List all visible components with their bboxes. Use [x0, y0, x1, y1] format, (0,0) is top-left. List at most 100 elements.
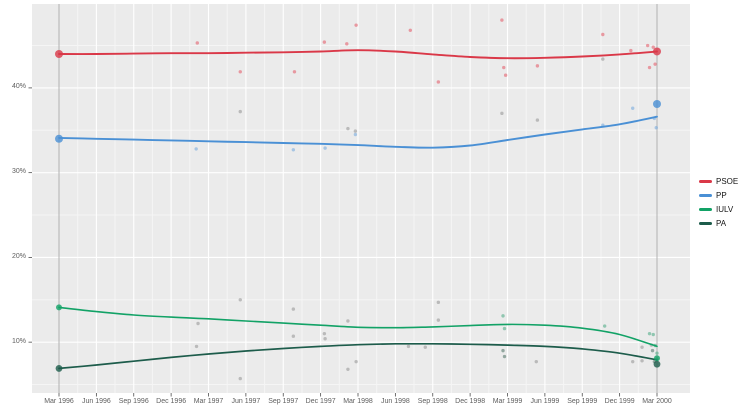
- poll-point-iulv: [502, 326, 507, 331]
- legend-item-pp: PP: [699, 191, 738, 200]
- poll-point-pp: [291, 148, 296, 152]
- poll-point-psoe: [408, 28, 413, 32]
- poll-point-pa: [501, 348, 505, 353]
- poll-point-iulv: [602, 324, 607, 328]
- poll-point-psoe: [651, 45, 655, 49]
- poll-point-iulv: [651, 332, 655, 337]
- poll-point-pa: [650, 348, 655, 353]
- legend-swatch-psoe: [699, 180, 712, 183]
- legend-swatch-pa: [699, 222, 712, 225]
- x-tick-label: Dec 1996: [156, 398, 187, 405]
- legend-swatch-iulv: [699, 208, 712, 211]
- x-tick-label: Mar 1999: [492, 398, 523, 405]
- poll-point-psoe: [645, 43, 650, 48]
- election-result-dot-psoe: [653, 47, 661, 56]
- legend-label-iulv: IULV: [716, 205, 734, 214]
- election-result-dot-psoe: [55, 50, 63, 59]
- poll-point-other: [535, 118, 540, 122]
- poll-point-other: [500, 111, 504, 116]
- poll-point-other: [323, 337, 327, 341]
- poll-point-psoe: [322, 40, 327, 44]
- poll-point-pp: [194, 147, 198, 151]
- poll-point-pa: [502, 354, 507, 359]
- poll-point-other: [640, 359, 644, 363]
- election-result-dot-pp: [55, 134, 63, 143]
- plot-panel: [32, 4, 690, 393]
- legend-item-psoe: PSOE: [699, 177, 738, 186]
- election-result-dot-iulv: [654, 355, 660, 362]
- poll-point-other: [346, 126, 350, 131]
- poll-point-other: [291, 334, 296, 338]
- poll-point-pp: [323, 146, 327, 150]
- poll-point-psoe: [500, 18, 504, 22]
- poll-point-iulv: [655, 351, 659, 355]
- poll-point-other: [436, 300, 441, 305]
- election-day-lines: [58, 4, 658, 393]
- x-tick-label: Dec 1998: [455, 398, 486, 405]
- legend-label-pp: PP: [716, 191, 727, 200]
- poll-point-psoe: [345, 42, 349, 46]
- trend-line-iulv: [58, 306, 658, 348]
- y-tick-label: 30%: [11, 168, 26, 176]
- poll-point-psoe: [647, 65, 652, 70]
- x-tick-label: Sep 1998: [417, 398, 448, 405]
- legend-label-pa: PA: [716, 219, 727, 228]
- election-result-dot-pp: [653, 100, 661, 109]
- legend-item-iulv: IULV: [699, 205, 738, 214]
- poll-point-other: [238, 376, 242, 381]
- poll-point-other: [423, 345, 427, 349]
- poll-point-other: [353, 129, 358, 133]
- poll-point-other: [194, 344, 199, 349]
- trend-line-pa: [58, 342, 658, 370]
- chart-legend: PSOE PP IULV PA: [699, 177, 738, 233]
- trend-line-pp: [58, 115, 658, 149]
- x-tick-label: Jun 1996: [81, 398, 111, 405]
- x-tick-label: Sep 1996: [118, 398, 149, 405]
- poll-point-pp: [654, 126, 658, 130]
- poll-point-other: [322, 331, 327, 336]
- election-result-dot-iulv: [56, 304, 62, 311]
- poll-points: [194, 18, 659, 381]
- legend-item-pa: PA: [699, 219, 738, 228]
- poll-point-psoe: [601, 32, 605, 37]
- poll-point-psoe: [436, 80, 441, 84]
- poll-point-other: [534, 359, 538, 364]
- trend-line-psoe: [58, 49, 658, 60]
- y-tick-label: 20%: [11, 252, 26, 260]
- poll-point-other: [346, 319, 350, 323]
- x-tick-label: Jun 1997: [231, 398, 261, 405]
- x-tick-label: Mar 1997: [193, 398, 224, 405]
- poll-point-other: [406, 344, 411, 349]
- x-tick-label: Sep 1997: [268, 398, 299, 405]
- poll-point-psoe: [629, 48, 633, 53]
- poll-point-psoe: [535, 64, 540, 68]
- x-tick-label: Mar 1998: [343, 398, 373, 405]
- poll-point-other: [238, 298, 242, 302]
- poll-point-other: [601, 57, 605, 61]
- poll-point-other: [346, 367, 350, 371]
- poll-point-other: [196, 321, 200, 326]
- poll-point-other: [631, 359, 635, 364]
- x-tick-label: Jun 1998: [380, 398, 410, 405]
- poll-point-other: [640, 345, 644, 349]
- election-result-dot-pa: [653, 360, 661, 368]
- poll-point-other: [436, 318, 441, 322]
- poll-point-psoe: [292, 70, 297, 74]
- legend-swatch-pp: [699, 194, 712, 197]
- x-tick-label: Jun 1999: [530, 398, 560, 405]
- x-tick-label: Dec 1997: [305, 398, 336, 405]
- x-tick-label: Mar 2000: [642, 398, 672, 405]
- x-tick-label: Mar 1996: [44, 398, 74, 405]
- poll-point-psoe: [503, 73, 508, 77]
- poll-point-psoe: [502, 65, 506, 70]
- poll-point-psoe: [653, 62, 657, 66]
- poll-point-other: [354, 359, 358, 364]
- election-result-dot-pa: [55, 365, 63, 372]
- poll-point-psoe: [195, 41, 199, 45]
- poll-point-pp: [353, 132, 358, 137]
- legend-label-psoe: PSOE: [716, 177, 739, 186]
- y-tick-label: 10%: [11, 337, 26, 345]
- poll-point-other: [238, 109, 242, 114]
